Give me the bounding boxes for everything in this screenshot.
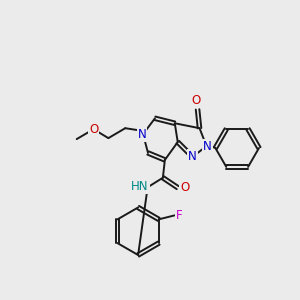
Text: HN: HN bbox=[131, 180, 149, 193]
Text: N: N bbox=[203, 140, 212, 152]
Text: O: O bbox=[89, 123, 98, 136]
Text: F: F bbox=[176, 209, 183, 222]
Text: N: N bbox=[138, 128, 146, 141]
Text: N: N bbox=[188, 150, 197, 164]
Text: O: O bbox=[180, 181, 189, 194]
Text: O: O bbox=[191, 94, 200, 107]
